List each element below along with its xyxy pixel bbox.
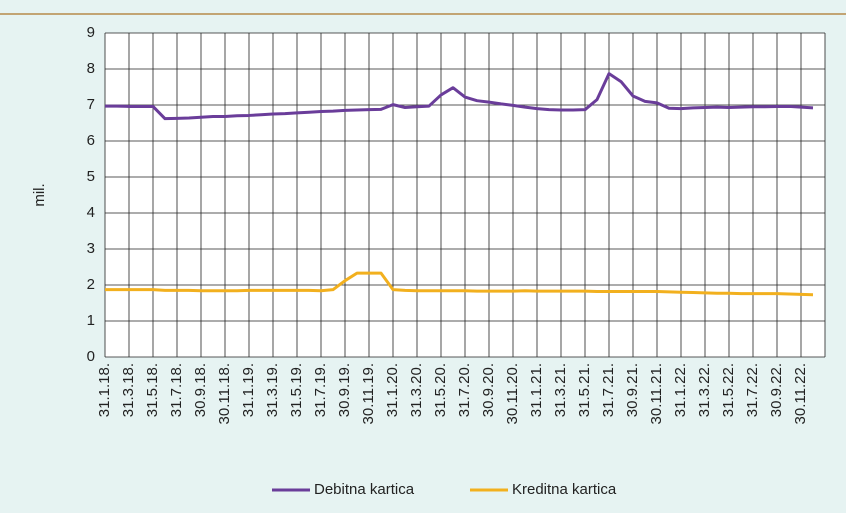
x-tick-label: 30.9.22. xyxy=(768,363,785,417)
y-axis-label: mil. xyxy=(31,183,48,206)
x-tick-label: 31.1.22. xyxy=(672,363,689,417)
x-tick-label: 30.11.18. xyxy=(216,363,233,424)
x-tick-label: 31.7.22. xyxy=(744,363,761,417)
x-tick-label: 31.7.19. xyxy=(312,363,329,417)
y-tick-label: 4 xyxy=(87,204,95,221)
y-tick-label: 3 xyxy=(87,240,95,257)
x-tick-label: 31.3.18. xyxy=(120,363,137,417)
x-tick-label: 31.1.20. xyxy=(384,363,401,417)
x-tick-label: 31.5.18. xyxy=(144,363,161,417)
x-tick-label: 31.5.22. xyxy=(720,363,737,417)
x-tick-label: 31.1.21. xyxy=(528,363,545,417)
x-tick-label: 31.5.20. xyxy=(432,363,449,417)
x-tick-label: 31.3.21. xyxy=(552,363,569,417)
y-tick-label: 5 xyxy=(87,168,95,185)
x-tick-label: 31.7.20. xyxy=(456,363,473,417)
y-tick-label: 7 xyxy=(87,96,95,113)
legend-label: Kreditna kartica xyxy=(512,481,617,498)
x-tick-label: 31.5.19. xyxy=(288,363,305,417)
x-tick-label: 30.11.19. xyxy=(360,363,377,424)
y-tick-label: 2 xyxy=(87,276,95,293)
x-tick-label: 30.11.21. xyxy=(648,363,665,424)
y-tick-label: 8 xyxy=(87,60,95,77)
series-line xyxy=(105,72,814,121)
x-tick-label: 31.3.22. xyxy=(696,363,713,417)
x-tick-label: 31.5.21. xyxy=(576,363,593,417)
x-tick-label: 30.9.18. xyxy=(192,363,209,417)
y-tick-label: 6 xyxy=(87,132,95,149)
x-tick-label: 30.11.20. xyxy=(504,363,521,424)
x-tick-label: 31.7.18. xyxy=(168,363,185,417)
x-tick-label: 31.3.20. xyxy=(408,363,425,417)
y-tick-label: 1 xyxy=(87,312,95,329)
series-line xyxy=(105,271,814,297)
x-tick-label: 30.9.21. xyxy=(624,363,641,417)
x-tick-label: 31.3.19. xyxy=(264,363,281,417)
legend-label: Debitna kartica xyxy=(314,481,415,498)
x-tick-label: 30.9.20. xyxy=(480,363,497,417)
y-tick-label: 9 xyxy=(87,24,95,41)
x-tick-label: 31.1.19. xyxy=(240,363,257,417)
x-tick-label: 30.11.22. xyxy=(792,363,809,424)
y-tick-label: 0 xyxy=(87,348,95,365)
x-tick-label: 31.1.18. xyxy=(96,363,113,417)
x-tick-label: 31.7.21. xyxy=(600,363,617,417)
x-tick-label: 30.9.19. xyxy=(336,363,353,417)
